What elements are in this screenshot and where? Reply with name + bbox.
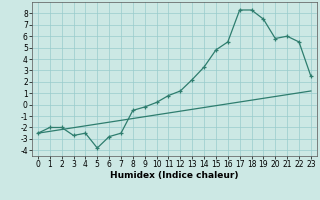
X-axis label: Humidex (Indice chaleur): Humidex (Indice chaleur) bbox=[110, 171, 239, 180]
